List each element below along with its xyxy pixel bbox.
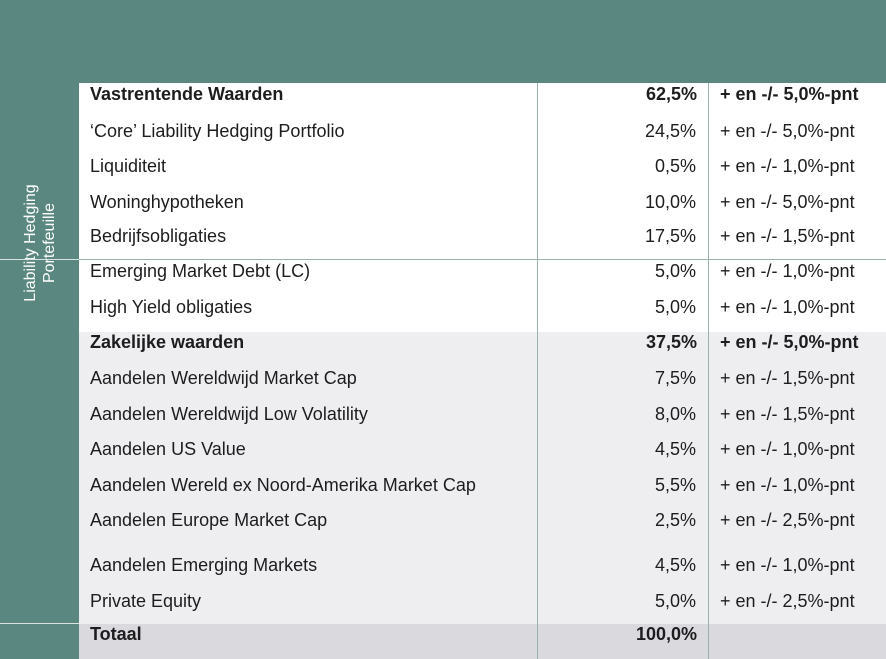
total-row: Totaal 100,0% (79, 617, 886, 651)
table-row: Aandelen Emerging Markets 4,5% + en -/- … (79, 548, 886, 582)
row-value: 10,0% (644, 192, 696, 212)
row-name: Woninghypotheken (90, 192, 244, 212)
table-row: Aandelen Wereldwijd Low Volatility 8,0% … (79, 397, 886, 431)
side-label-line2: Portefeuille (41, 202, 58, 284)
bandwidth: + en -/- 1,0%-pnt (720, 261, 855, 281)
table-row: Aandelen Wereld ex Noord-Amerika Market … (79, 468, 886, 502)
row-value: 7,5% (654, 368, 696, 388)
equities-background (79, 332, 886, 624)
bandwidth: + en -/- 5,0%-pnt (720, 192, 855, 212)
category-percentage: 37,5% (645, 332, 697, 352)
bandwidth: + en -/- 5,0%-pnt (720, 332, 859, 352)
table-row: ‘Core’ Liability Hedging Portfolio 24,5%… (79, 114, 886, 148)
side-divider (0, 259, 79, 260)
category-row-equities: Zakelijke waarden 37,5% + en -/- 5,0%-pn… (79, 325, 886, 359)
bandwidth: + en -/- 1,5%-pnt (720, 368, 855, 388)
total-percentage: 100,0% (635, 624, 697, 644)
total-background (79, 624, 886, 659)
bandwidth: + en -/- 2,5%-pnt (720, 510, 855, 530)
column-divider (708, 83, 709, 659)
category-row-fixed-income: Vastrentende Waarden 62,5% + en -/- 5,0%… (79, 77, 886, 111)
row-name: Aandelen Europe Market Cap (90, 510, 328, 530)
side-divider (0, 623, 79, 624)
row-value: 5,5% (654, 475, 696, 495)
row-name: Aandelen Wereldwijd Low Volatility (90, 404, 368, 424)
row-value: 17,5% (644, 226, 696, 246)
table-row: Bedrijfsobligaties 17,5% + en -/- 1,5%-p… (79, 219, 886, 253)
row-name: Liquiditeit (90, 156, 167, 176)
row-name: Aandelen US Value (90, 439, 246, 459)
table-row: Aandelen US Value 4,5% + en -/- 1,0%-pnt (79, 432, 886, 466)
side-label: Liability Hedging Portefeuille (21, 184, 59, 301)
row-name: ‘Core’ Liability Hedging Portfolio (90, 121, 345, 141)
row-name: Vastrentende Waarden (90, 84, 284, 104)
bandwidth: + en -/- 2,5%-pnt (720, 591, 855, 611)
row-name: Aandelen Emerging Markets (90, 555, 318, 575)
bandwidth: + en -/- 1,5%-pnt (720, 226, 855, 246)
row-value: 2,5% (654, 510, 696, 530)
table-row: High Yield obligaties 5,0% + en -/- 1,0%… (79, 290, 886, 324)
bandwidth: + en -/- 5,0%-pnt (720, 84, 859, 104)
table-row: Woninghypotheken 10,0% + en -/- 5,0%-pnt (79, 185, 886, 219)
row-name: Aandelen Wereld ex Noord-Amerika Market … (90, 475, 476, 495)
bandwidth: + en -/- 1,0%-pnt (720, 555, 855, 575)
bandwidth: + en -/- 1,0%-pnt (720, 297, 855, 317)
table-row: Private Equity 5,0% + en -/- 2,5%-pnt (79, 584, 886, 618)
table-row: Liquiditeit 0,5% + en -/- 1,0%-pnt (79, 149, 886, 183)
bandwidth: + en -/- 1,5%-pnt (720, 404, 855, 424)
row-name: Bedrijfsobligaties (90, 226, 227, 246)
row-value: 5,0% (654, 591, 696, 611)
bandwidth: + en -/- 1,0%-pnt (720, 156, 855, 176)
row-name: Emerging Market Debt (LC) (90, 261, 311, 281)
row-value: 5,0% (654, 261, 696, 281)
table-row: Aandelen Europe Market Cap 2,5% + en -/-… (79, 503, 886, 537)
row-value: 24,5% (644, 121, 696, 141)
header-band (0, 0, 886, 83)
row-value: 5,0% (654, 297, 696, 317)
bandwidth: + en -/- 1,0%-pnt (720, 439, 855, 459)
side-band: Liability Hedging Portefeuille (0, 83, 79, 659)
row-name: Totaal (90, 624, 142, 644)
table-row: Aandelen Wereldwijd Market Cap 7,5% + en… (79, 361, 886, 395)
side-label-line1: Liability Hedging (22, 184, 39, 302)
category-percentage: 62,5% (645, 84, 697, 104)
row-value: 8,0% (654, 404, 696, 424)
row-value: 4,5% (654, 555, 696, 575)
column-divider (537, 83, 538, 659)
bandwidth: + en -/- 1,0%-pnt (720, 475, 855, 495)
row-name: Private Equity (90, 591, 202, 611)
table-row: Emerging Market Debt (LC) 5,0% + en -/- … (79, 254, 886, 288)
row-value: 0,5% (654, 156, 696, 176)
row-name: Zakelijke waarden (90, 332, 245, 352)
row-divider (79, 259, 886, 260)
row-value: 4,5% (654, 439, 696, 459)
row-name: Aandelen Wereldwijd Market Cap (90, 368, 357, 388)
bandwidth: + en -/- 5,0%-pnt (720, 121, 855, 141)
row-name: High Yield obligaties (90, 297, 253, 317)
